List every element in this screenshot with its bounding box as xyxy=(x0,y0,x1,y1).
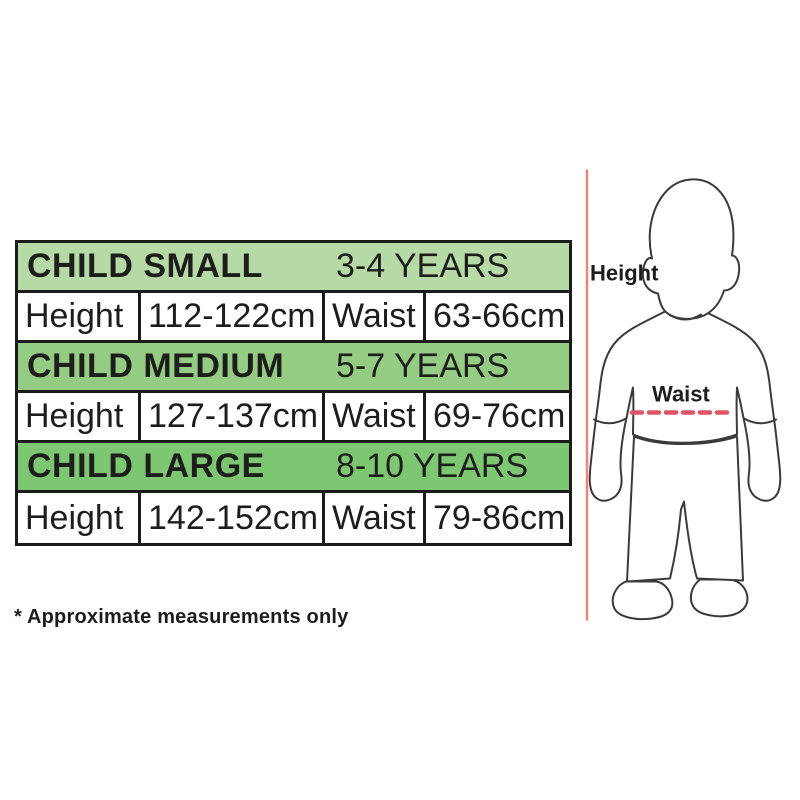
age-range: 5-7 YEARS xyxy=(336,347,510,385)
size-table: CHILD SMALL 3-4 YEARS Height 112-122cm W… xyxy=(15,240,572,546)
table-row: Height 112-122cm Waist 63-66cm xyxy=(18,293,569,343)
waist-value: 63-66cm xyxy=(426,293,569,340)
child-head-outline xyxy=(641,178,741,320)
waist-value: 69-76cm xyxy=(426,393,569,440)
size-section-medium: CHILD MEDIUM 5-7 YEARS Height 127-137cm … xyxy=(18,343,569,443)
size-name: CHILD SMALL xyxy=(27,247,263,285)
waist-value: 79-86cm xyxy=(426,493,569,543)
left-sleeve-cuff-line xyxy=(593,417,627,425)
size-section-large: CHILD LARGE 8-10 YEARS Height 142-152cm … xyxy=(18,443,569,543)
age-range: 3-4 YEARS xyxy=(336,247,510,285)
height-value: 142-152cm xyxy=(141,493,325,543)
table-row: Height 142-152cm Waist 79-86cm xyxy=(18,493,569,543)
size-section-header: CHILD LARGE 8-10 YEARS xyxy=(18,443,569,493)
child-pants-outline xyxy=(626,435,744,583)
collar-line xyxy=(668,313,702,321)
approximate-measurements-note: * Approximate measurements only xyxy=(14,606,349,628)
height-value: 112-122cm xyxy=(141,293,325,340)
size-name: CHILD LARGE xyxy=(27,447,265,485)
size-section-header: CHILD SMALL 3-4 YEARS xyxy=(18,243,569,293)
child-body-outline xyxy=(588,310,782,502)
size-section-header: CHILD MEDIUM 5-7 YEARS xyxy=(18,343,569,393)
waist-label: Waist xyxy=(325,293,426,340)
height-value: 127-137cm xyxy=(141,393,325,440)
child-figure-diagram: Height Waist xyxy=(570,160,800,625)
right-shoe-outline xyxy=(689,578,749,618)
height-label: Height xyxy=(18,293,141,340)
waist-label: Waist xyxy=(325,393,426,440)
height-label: Height xyxy=(18,393,141,440)
size-section-small: CHILD SMALL 3-4 YEARS Height 112-122cm W… xyxy=(18,243,569,343)
figure-height-label: Height xyxy=(590,261,659,286)
left-shoe-outline xyxy=(611,580,674,621)
figure-waist-label: Waist xyxy=(652,382,711,407)
age-range: 8-10 YEARS xyxy=(336,447,529,485)
table-row: Height 127-137cm Waist 69-76cm xyxy=(18,393,569,443)
height-label: Height xyxy=(18,493,141,543)
waist-label: Waist xyxy=(325,493,426,543)
size-name: CHILD MEDIUM xyxy=(27,347,285,385)
child-outline-icon: Height Waist xyxy=(585,169,782,621)
right-sleeve-cuff-line xyxy=(743,417,777,425)
